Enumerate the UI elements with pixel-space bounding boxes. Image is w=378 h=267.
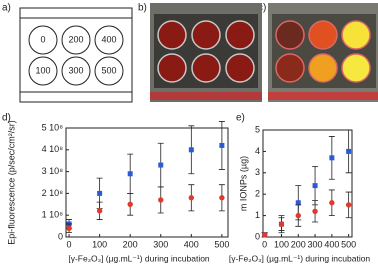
point xyxy=(329,200,335,206)
y-tick-label: 0 xyxy=(255,231,260,241)
x-tick-label: 400 xyxy=(184,239,199,249)
x-axis-label: [γ-Fe₂O₃] (µg.mL⁻¹) during incubation xyxy=(68,253,210,263)
image-b xyxy=(150,3,262,102)
y-tick-label: 2 xyxy=(255,189,260,199)
point xyxy=(66,225,72,231)
point xyxy=(127,171,133,177)
point xyxy=(345,202,352,208)
y-tick-label: 0 xyxy=(58,231,63,241)
y-tick-label: 4 xyxy=(255,146,260,156)
x-tick-label: 300 xyxy=(153,239,168,249)
y-tick-label: 5 10⁸ xyxy=(42,122,64,132)
y-tick-label: 4 10⁸ xyxy=(42,144,64,154)
point xyxy=(346,148,352,154)
well-label: 0 xyxy=(40,34,45,44)
y-tick-label: 2 10⁸ xyxy=(42,188,64,198)
plate-diagram xyxy=(19,7,133,103)
x-axis-label: [γ-Fe₂O₃] (µg.mL⁻¹) during incubation xyxy=(229,253,371,263)
point xyxy=(295,200,301,206)
well-label: 500 xyxy=(101,65,116,75)
panel-label: a) xyxy=(2,3,11,14)
x-tick-label: 500 xyxy=(341,239,356,249)
y-tick-label: 1 10⁸ xyxy=(42,210,64,220)
point xyxy=(188,147,194,153)
x-tick-label: 200 xyxy=(123,239,138,249)
y-axis-label: Epi-fluorescence (p/sec/cm²/sr) xyxy=(6,120,16,245)
panel-label: b) xyxy=(138,3,147,14)
y-tick-label: 5 xyxy=(255,124,260,134)
point xyxy=(312,183,318,189)
y-tick-label: 1 xyxy=(255,210,260,220)
x-tick-label: 300 xyxy=(308,239,323,249)
point xyxy=(219,195,225,201)
x-tick-label: 0 xyxy=(262,239,267,249)
plot-frame xyxy=(262,129,353,238)
x-tick-label: 0 xyxy=(67,239,72,249)
well-label: 200 xyxy=(68,34,83,44)
point xyxy=(127,201,133,207)
point xyxy=(295,212,301,219)
point xyxy=(188,195,195,201)
well-label: 300 xyxy=(68,65,83,75)
x-tick-label: 200 xyxy=(291,239,306,249)
x-tick-label: 100 xyxy=(274,239,289,249)
y-tick-label: 3 xyxy=(255,167,260,177)
panel-label: d) xyxy=(2,113,11,124)
x-tick-label: 500 xyxy=(214,239,229,249)
point xyxy=(158,197,164,203)
point xyxy=(158,162,164,168)
image-c xyxy=(268,3,378,102)
point xyxy=(219,142,225,148)
plot-frame xyxy=(65,127,229,238)
x-tick-label: 400 xyxy=(324,239,339,249)
well-label: 400 xyxy=(101,34,116,44)
x-tick-label: 100 xyxy=(92,239,107,249)
y-axis-label: m IONPs (µg) xyxy=(238,156,248,211)
point xyxy=(312,208,318,215)
y-tick-label: 3 10⁸ xyxy=(42,166,64,176)
point xyxy=(278,221,285,227)
point xyxy=(97,190,103,196)
well-label: 100 xyxy=(35,65,50,75)
point xyxy=(96,208,103,214)
point xyxy=(329,155,335,161)
panel-label: e) xyxy=(236,113,245,124)
point xyxy=(261,232,268,238)
panel-label: c) xyxy=(258,3,266,14)
